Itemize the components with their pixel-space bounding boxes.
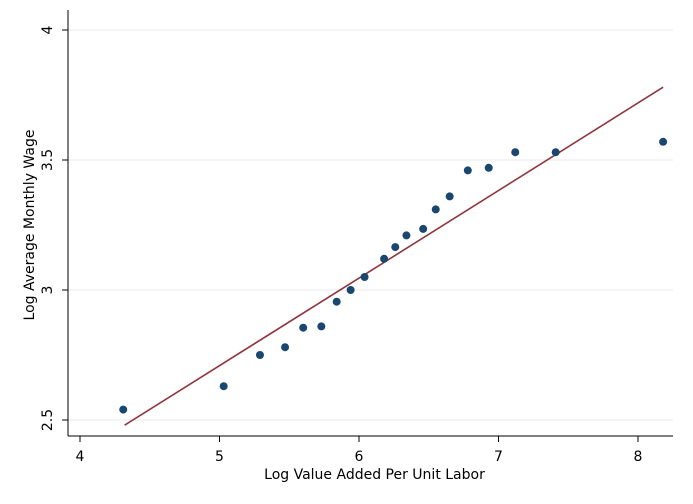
y-tick-label: 4 [40, 25, 56, 34]
data-point [511, 148, 520, 157]
y-tick-label: 2.5 [40, 409, 56, 431]
y-axis-title: Log Average Monthly Wage [22, 130, 38, 321]
fitted-line-layer [124, 86, 664, 426]
x-tick-label: 7 [494, 449, 503, 465]
data-point [391, 243, 400, 252]
axes-layer [67, 10, 673, 437]
data-point [299, 323, 308, 332]
data-point [419, 224, 428, 233]
data-point [463, 166, 472, 175]
x-tick-label: 5 [215, 449, 224, 465]
x-tick-label: 4 [76, 449, 85, 465]
data-points-layer [119, 137, 668, 414]
y-tick-label: 3 [40, 286, 56, 295]
data-point [346, 286, 355, 294]
fitted-line [124, 86, 664, 426]
data-point [445, 192, 454, 201]
x-axis-title: Log Value Added Per Unit Labor [264, 467, 485, 483]
x-tick-label: 6 [355, 449, 364, 465]
data-point [332, 297, 341, 306]
x-ticks: 4 5 6 7 8 [76, 436, 643, 465]
y-tick-label: 3.5 [40, 149, 56, 171]
data-point [317, 322, 326, 331]
data-point [360, 273, 369, 281]
data-point [551, 148, 560, 157]
data-point [281, 343, 290, 352]
data-point [119, 405, 128, 414]
grid-layer [68, 29, 673, 421]
data-point [402, 231, 411, 240]
data-point [484, 163, 493, 172]
x-tick-label: 8 [634, 449, 643, 465]
data-point [659, 137, 668, 146]
data-point [431, 205, 440, 214]
data-point [255, 351, 264, 359]
y-ticks: 2.5 3 3.5 4 [40, 25, 68, 431]
data-point [219, 382, 228, 391]
data-point [380, 254, 389, 263]
